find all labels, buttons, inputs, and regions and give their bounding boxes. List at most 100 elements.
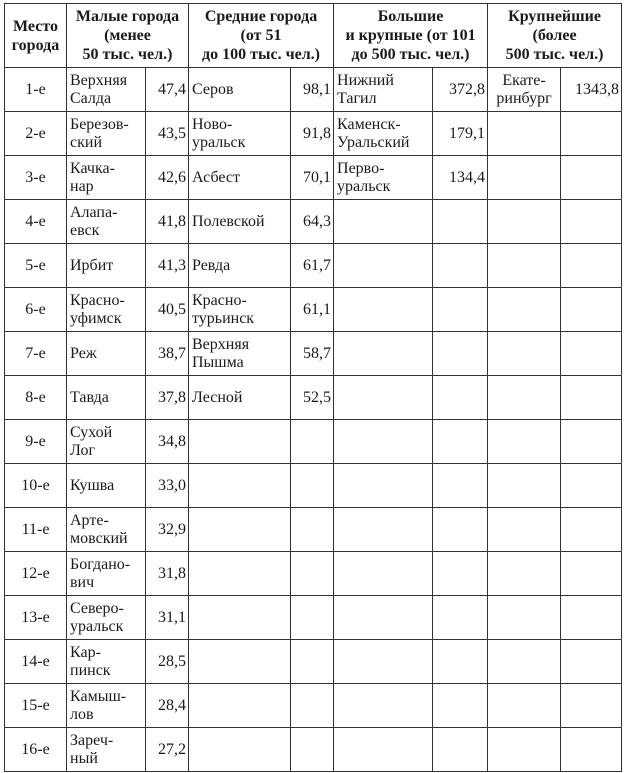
cell-largest <box>487 463 562 508</box>
cell-largest <box>487 199 562 244</box>
cell-largest: Екате- ринбург <box>487 67 562 112</box>
cell-large <box>333 727 434 772</box>
cell-small-v: 28,5 <box>145 639 189 684</box>
table-row: 13-е Северо- уральск 31,1 <box>4 595 623 640</box>
cell-small: Верхняя Салда <box>66 67 146 112</box>
table-row: 12-е Богдано- вич 31,8 <box>4 551 623 596</box>
header-large-cities: Большие и крупные (от 101 до 500 тыс. че… <box>333 3 489 68</box>
cell-medium-v <box>289 551 335 596</box>
cell-small: Березов- ский <box>66 111 146 156</box>
cell-small-v: 33,0 <box>145 463 189 508</box>
cell-largest <box>487 639 562 684</box>
cell-largest <box>487 551 562 596</box>
cell-small-v: 27,2 <box>145 727 189 772</box>
cell-large <box>333 683 434 728</box>
cell-large <box>333 419 434 464</box>
cell-medium-v: 61,7 <box>289 243 335 288</box>
cell-largest-v <box>560 507 623 552</box>
cell-medium-v <box>289 507 335 552</box>
cell-place: 13-е <box>4 595 67 640</box>
cell-largest-v <box>560 331 623 376</box>
cell-place: 15-е <box>4 683 67 728</box>
cell-large-v: 372,8 <box>432 67 489 112</box>
table-row: 16-е Зареч- ный 27,2 <box>4 727 623 772</box>
cell-small-v: 40,5 <box>145 287 189 332</box>
cell-small: Реж <box>66 331 146 376</box>
cell-largest <box>487 419 562 464</box>
cell-small: Алапа- евск <box>66 199 146 244</box>
cell-large <box>333 287 434 332</box>
cell-large <box>333 375 434 420</box>
cell-small-v: 31,1 <box>145 595 189 640</box>
cell-medium <box>188 419 291 464</box>
cell-largest <box>487 595 562 640</box>
cell-large-v <box>432 507 489 552</box>
cell-medium-v <box>289 683 335 728</box>
cell-medium: Ново- уральск <box>188 111 291 156</box>
cell-largest <box>487 155 562 200</box>
table-row: 10-е Кушва 33,0 <box>4 463 623 508</box>
cell-medium <box>188 507 291 552</box>
table-row: 14-е Кар- пинск 28,5 <box>4 639 623 684</box>
cell-largest-v <box>560 199 623 244</box>
table-row: 6-е Красно- уфимск 40,5 Красно- турьинск 61,… <box>4 287 623 332</box>
cell-small: Сухой Лог <box>66 419 146 464</box>
cell-largest-v <box>560 595 623 640</box>
cell-small: Тавда <box>66 375 146 420</box>
table-row: 9-е Сухой Лог 34,8 <box>4 419 623 464</box>
cell-large <box>333 551 434 596</box>
cell-medium <box>188 463 291 508</box>
table-row: 1-е Верхняя Салда 47,4 Серов 98,1 Нижний Таги… <box>4 67 623 112</box>
cell-place: 8-е <box>4 375 67 420</box>
cell-large-v <box>432 375 489 420</box>
cell-medium <box>188 683 291 728</box>
cell-largest-v: 1343,8 <box>560 67 623 112</box>
cell-small: Кар- пинск <box>66 639 146 684</box>
table-row: 15-е Камыш- лов 28,4 <box>4 683 623 728</box>
cell-medium: Полевской <box>188 199 291 244</box>
cell-largest-v <box>560 639 623 684</box>
cell-place: 6-е <box>4 287 67 332</box>
cell-large <box>333 463 434 508</box>
header-place: Место города <box>4 3 67 68</box>
cell-largest-v <box>560 551 623 596</box>
cell-largest-v <box>560 375 623 420</box>
cell-medium <box>188 551 291 596</box>
cell-medium: Красно- турьинск <box>188 287 291 332</box>
cell-place: 1-е <box>4 67 67 112</box>
cell-large-v <box>432 199 489 244</box>
cell-small-v: 42,6 <box>145 155 189 200</box>
table-row: 7-е Реж 38,7 Верхняя Пышма 58,7 <box>4 331 623 376</box>
cell-medium: Лесной <box>188 375 291 420</box>
cell-large-v <box>432 419 489 464</box>
header-largest-cities: Крупнейшие (более 500 тыс. чел.) <box>487 3 623 68</box>
cell-large-v: 179,1 <box>432 111 489 156</box>
cell-small-v: 38,7 <box>145 331 189 376</box>
cell-place: 4-е <box>4 199 67 244</box>
city-ranking-table: Место города Малые города (менее 50 тыс.… <box>4 3 623 772</box>
cell-small: Богдано- вич <box>66 551 146 596</box>
table-row: 2-е Березов- ский 43,5 Ново- уральск 91,8 Кам… <box>4 111 623 156</box>
cell-small-v: 41,3 <box>145 243 189 288</box>
cell-place: 10-е <box>4 463 67 508</box>
cell-medium-v: 52,5 <box>289 375 335 420</box>
cell-largest-v <box>560 683 623 728</box>
cell-large-v: 134,4 <box>432 155 489 200</box>
cell-small: Ирбит <box>66 243 146 288</box>
cell-small-v: 28,4 <box>145 683 189 728</box>
cell-large <box>333 639 434 684</box>
cell-largest <box>487 507 562 552</box>
cell-large <box>333 507 434 552</box>
cell-large <box>333 243 434 288</box>
cell-small: Северо- уральск <box>66 595 146 640</box>
cell-medium-v <box>289 463 335 508</box>
cell-place: 2-е <box>4 111 67 156</box>
cell-largest <box>487 287 562 332</box>
header-small-cities: Малые города (менее 50 тыс. чел.) <box>66 3 189 68</box>
cell-place: 14-е <box>4 639 67 684</box>
cell-small-v: 37,8 <box>145 375 189 420</box>
cell-medium-v <box>289 639 335 684</box>
cell-medium-v: 58,7 <box>289 331 335 376</box>
cell-large-v <box>432 595 489 640</box>
cell-largest <box>487 331 562 376</box>
